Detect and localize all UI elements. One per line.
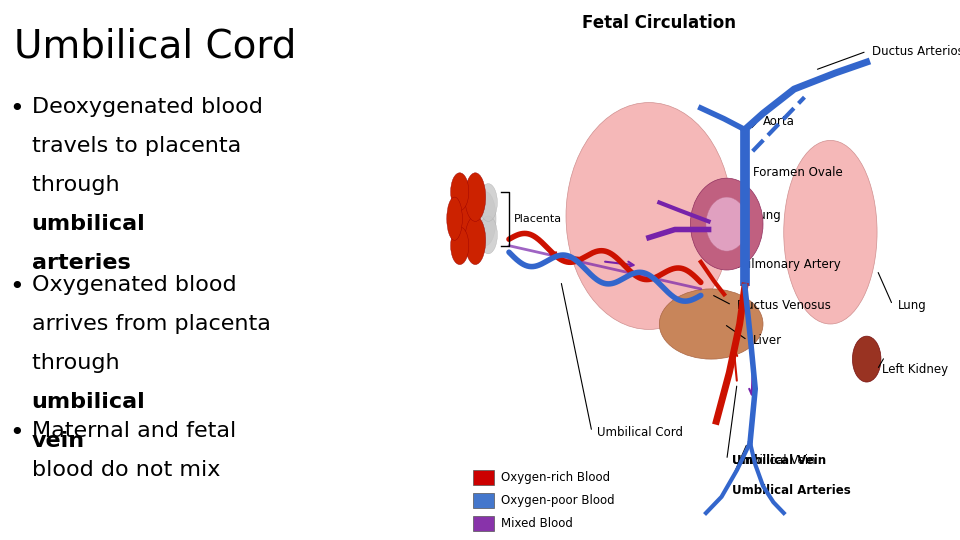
Text: Mixed Blood: Mixed Blood — [501, 517, 573, 530]
Text: Maternal and fetal: Maternal and fetal — [32, 421, 236, 441]
Text: Oxygenated blood: Oxygenated blood — [32, 275, 236, 295]
Ellipse shape — [479, 184, 497, 221]
Ellipse shape — [706, 197, 748, 251]
Bar — [472, 470, 494, 485]
Text: umbilical: umbilical — [32, 214, 145, 234]
Ellipse shape — [465, 173, 486, 221]
Text: Umbilical Vein: Umbilical Vein — [732, 454, 816, 467]
Text: Umbilical Cord: Umbilical Cord — [13, 27, 296, 65]
Text: Left Kidney: Left Kidney — [882, 363, 948, 376]
Text: Ductus Venosus: Ductus Venosus — [737, 299, 831, 312]
Ellipse shape — [446, 197, 463, 240]
Ellipse shape — [479, 216, 497, 254]
Ellipse shape — [852, 336, 881, 382]
Text: Oxygen-poor Blood: Oxygen-poor Blood — [501, 494, 614, 507]
Text: Umbilical Cord: Umbilical Cord — [597, 426, 684, 438]
Text: Lung: Lung — [898, 299, 926, 312]
Text: Oxygen-rich Blood: Oxygen-rich Blood — [501, 471, 611, 484]
Text: Umbilical Arteries: Umbilical Arteries — [732, 484, 851, 497]
Text: Placenta: Placenta — [515, 214, 563, 224]
Ellipse shape — [690, 178, 763, 270]
Bar — [472, 493, 494, 508]
Text: arrives from placenta: arrives from placenta — [32, 314, 271, 334]
Ellipse shape — [465, 216, 486, 265]
Text: through: through — [32, 353, 127, 373]
Text: through: through — [32, 175, 127, 195]
Ellipse shape — [783, 140, 877, 324]
Text: arteries: arteries — [32, 253, 131, 273]
Text: Umbilical Vein: Umbilical Vein — [732, 454, 826, 467]
Text: Fetal Circulation: Fetal Circulation — [583, 14, 736, 31]
Text: umbilical: umbilical — [32, 392, 145, 412]
Text: Pulmonary Artery: Pulmonary Artery — [737, 258, 841, 271]
Text: Ductus Arteriosus: Ductus Arteriosus — [872, 45, 960, 58]
Text: Liver: Liver — [753, 334, 781, 347]
Text: blood do not mix: blood do not mix — [32, 460, 220, 480]
Text: •: • — [9, 97, 24, 121]
Text: •: • — [9, 275, 24, 299]
Ellipse shape — [660, 289, 763, 359]
Ellipse shape — [450, 227, 468, 265]
Text: Aorta: Aorta — [763, 115, 795, 128]
Text: travels to placenta: travels to placenta — [32, 136, 241, 156]
Ellipse shape — [450, 173, 468, 211]
Ellipse shape — [450, 186, 479, 251]
Text: •: • — [9, 421, 24, 445]
Ellipse shape — [475, 192, 496, 246]
Ellipse shape — [566, 103, 732, 329]
Text: Foramen Ovale: Foramen Ovale — [753, 166, 842, 179]
Bar — [472, 516, 494, 531]
Text: Lung: Lung — [753, 210, 781, 222]
Text: vein: vein — [32, 431, 84, 451]
Text: Deoxygenated blood: Deoxygenated blood — [32, 97, 262, 117]
